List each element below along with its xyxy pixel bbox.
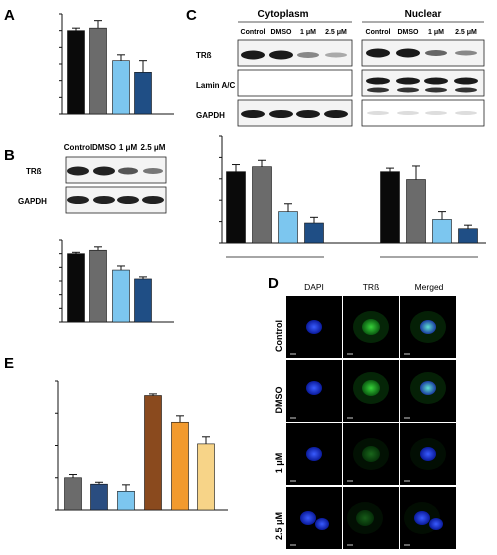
bar <box>134 72 152 115</box>
bar <box>117 490 135 511</box>
micro-tile <box>286 360 342 422</box>
micro-tile <box>400 487 456 549</box>
bar <box>67 253 85 323</box>
blot-c-nuc-lane-4: 2.5 μM <box>455 29 477 36</box>
micro-tile <box>286 423 342 485</box>
bar <box>67 30 85 115</box>
chart-c <box>219 135 486 258</box>
blot-b-lane-2: DMSO <box>92 143 116 152</box>
bar <box>304 222 324 244</box>
nucleus-merged <box>429 518 443 530</box>
bar <box>171 421 189 511</box>
bar <box>90 483 108 511</box>
bar <box>197 443 215 511</box>
blot-c-group-nuclear: Nuclear <box>405 9 442 20</box>
micro-tile <box>286 296 342 358</box>
nucleus-dapi <box>306 320 322 334</box>
bar <box>134 278 152 323</box>
blot-c-row-gapdh: GAPDH <box>196 111 225 120</box>
bar <box>226 171 246 244</box>
bar <box>380 171 400 244</box>
nucleus-trb <box>356 510 374 526</box>
micro-row-labels: Control DMSO 1 μM 2.5 μM <box>274 320 284 540</box>
nucleus-merged <box>414 511 430 525</box>
nucleus-dapi <box>300 511 316 525</box>
blot-c-nuc-lane-1: Control <box>366 29 391 36</box>
bar <box>89 27 107 115</box>
blot-c-row-trb: TRß <box>196 51 212 60</box>
blot-c-row-lamin: Lamin A/C <box>196 81 235 90</box>
panel-label-b: B <box>4 147 15 164</box>
nucleus-trb <box>362 380 380 396</box>
panel-label-c: C <box>186 7 197 24</box>
micro-tile <box>343 487 399 549</box>
western-blot-c: Cytoplasm Nuclear Control DMSO 1 μM 2.5 … <box>196 9 485 127</box>
blot-c-group-cytoplasm: Cytoplasm <box>257 9 308 20</box>
bar <box>458 228 478 244</box>
micro-tile <box>400 423 456 485</box>
blot-b-lane-4: 2.5 μM <box>141 143 166 152</box>
micro-col-trb: TRß <box>363 282 380 292</box>
micro-tile <box>400 296 456 358</box>
bar <box>432 219 452 244</box>
blot-c-nuc-lane-2: DMSO <box>398 29 420 36</box>
bar <box>406 179 426 244</box>
blot-c-nuc-lane-3: 1 μM <box>428 29 444 36</box>
blot-c-cyto-lane-4: 2.5 μM <box>325 29 347 36</box>
nucleus-merged <box>420 320 436 334</box>
bar <box>252 166 272 244</box>
blot-b-row-trb: TRß <box>26 167 42 176</box>
bar <box>278 211 298 244</box>
blot-b-row-gapdh: GAPDH <box>18 197 47 206</box>
nucleus-dapi <box>306 447 322 461</box>
bar <box>89 249 107 323</box>
micro-col-merged: Merged <box>415 282 444 292</box>
micro-col-dapi: DAPI <box>304 282 324 292</box>
western-blot-b: Control DMSO 1 μM 2.5 μM TRß GAPDH <box>18 143 167 214</box>
blot-b-lane-3: 1 μM <box>119 143 138 152</box>
micro-row-25um: 2.5 μM <box>274 512 284 540</box>
blot-b-lane-1: Control <box>64 143 92 152</box>
micro-row-control: Control <box>274 320 284 352</box>
nucleus-merged <box>420 447 436 461</box>
bar <box>144 395 162 511</box>
micro-row-dmso: DMSO <box>274 387 284 414</box>
nucleus-merged <box>420 381 436 395</box>
micro-tile <box>286 487 342 549</box>
micro-tile <box>343 360 399 422</box>
micro-tile <box>400 360 456 422</box>
nucleus-trb <box>362 446 380 462</box>
nucleus-dapi <box>306 381 322 395</box>
micro-tile <box>343 423 399 485</box>
blot-c-cyto-lane-2: DMSO <box>271 29 293 36</box>
nucleus-trb <box>362 319 380 335</box>
nucleus-dapi <box>315 518 329 530</box>
microscopy-grid: DAPI TRß Merged Control DMSO 1 μM 2.5 μM <box>274 282 456 549</box>
micro-tile <box>343 296 399 358</box>
bar <box>112 60 130 115</box>
bar <box>64 477 82 511</box>
panel-label-a: A <box>4 7 15 24</box>
chart-a <box>59 13 174 115</box>
panel-label-e: E <box>4 355 14 372</box>
blot-c-cyto-lane-1: Control <box>241 29 266 36</box>
micro-row-1um: 1 μM <box>274 453 284 474</box>
panel-label-d: D <box>268 275 279 292</box>
chart-e <box>55 380 228 511</box>
chart-b <box>59 239 174 323</box>
bar <box>112 269 130 323</box>
blot-c-cyto-lane-3: 1 μM <box>300 29 316 36</box>
